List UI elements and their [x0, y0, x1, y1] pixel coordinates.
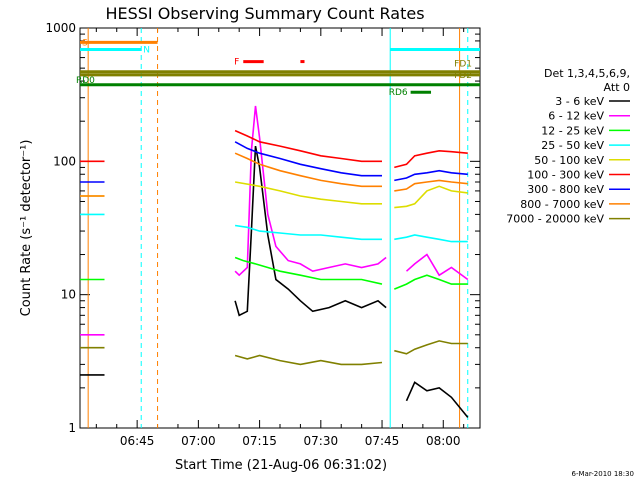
series-line-4	[394, 234, 468, 243]
series-line-1	[405, 381, 469, 418]
legend-label: 100 - 300 keV	[527, 169, 604, 182]
legend-label: 6 - 12 keV	[548, 110, 604, 123]
x-tick-label: 07:30	[304, 434, 339, 448]
x-tick-label: 08:00	[426, 434, 461, 448]
series-line-5	[234, 181, 382, 205]
legend-label: 3 - 6 keV	[555, 95, 604, 108]
legend-label: 12 - 25 keV	[541, 124, 604, 137]
y-tick-label: 100	[53, 154, 76, 168]
series-line-5	[394, 185, 468, 209]
flag-label: FD2	[454, 71, 472, 81]
flag-label: N	[143, 45, 150, 55]
chart-title: HESSI Observing Summary Count Rates	[105, 4, 424, 23]
series-line-8	[234, 152, 382, 188]
plot-layer: 1 10 100 1000 06:45 07:00 07:15 07:30 07:45 08:00…	[45, 21, 481, 448]
series-line-3	[393, 274, 468, 290]
x-tick-label: 07:15	[242, 434, 277, 448]
series-line-2	[234, 105, 387, 277]
series-line-2	[405, 253, 469, 281]
series-line-9	[234, 354, 383, 366]
series-line-7	[394, 169, 468, 182]
footer-timestamp: 6-Mar-2010 18:30	[572, 470, 634, 478]
legend-label: 7000 - 20000 keV	[506, 213, 604, 226]
legend-label: 25 - 50 keV	[541, 139, 604, 152]
series-line-9	[394, 340, 468, 355]
x-axis-label: Start Time (21-Aug-06 06:31:02)	[175, 458, 387, 473]
flag-label: F	[234, 58, 239, 68]
x-tick-label: 07:45	[365, 434, 400, 448]
legend-label: 800 - 7000 keV	[520, 198, 604, 211]
plot-frame	[79, 27, 481, 429]
flag-label: FD1	[454, 60, 472, 70]
series-line-6	[394, 149, 468, 169]
legend-label: 300 - 800 keV	[527, 183, 604, 196]
series-line-6	[234, 129, 382, 163]
flag-label: S	[82, 38, 88, 48]
series-line-1	[234, 145, 387, 317]
series-line-4	[234, 224, 382, 241]
x-tick-label: 06:45	[120, 434, 155, 448]
series-line-8	[394, 179, 468, 192]
flag-label: RD6	[389, 88, 408, 98]
legend-label: 50 - 100 keV	[534, 154, 604, 167]
series-line-3	[234, 256, 383, 285]
flag-label: RD0	[76, 76, 95, 86]
x-tick-label: 07:00	[181, 434, 216, 448]
y-axis-label: Count Rate (s⁻¹ detector⁻¹)	[19, 140, 34, 317]
y-tick-label: 10	[61, 288, 76, 302]
y-tick-label: 1	[68, 421, 76, 435]
y-tick-label: 1000	[45, 21, 76, 35]
legend-header-line1: Det 1,3,4,5,6,9,	[544, 67, 630, 80]
series-line-7	[234, 141, 382, 177]
legend-header-line2: Att 0	[604, 81, 630, 94]
